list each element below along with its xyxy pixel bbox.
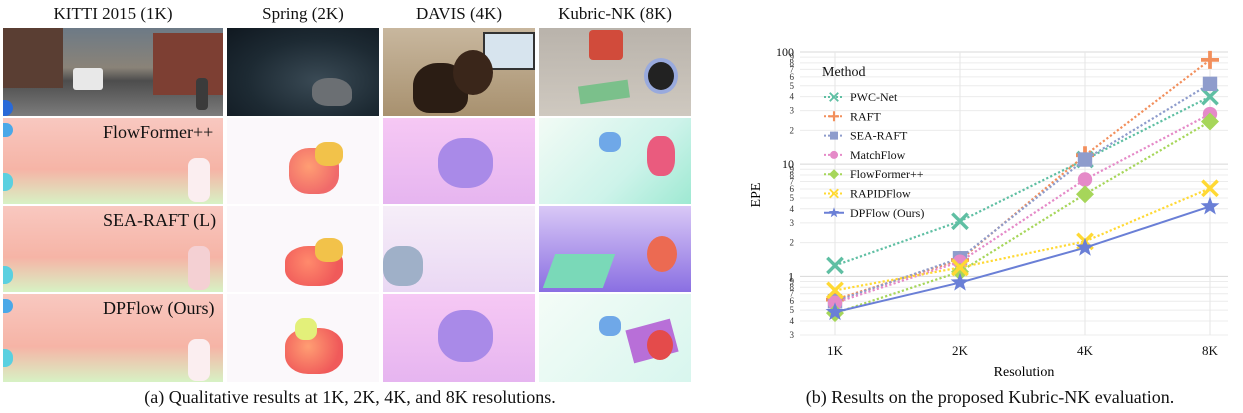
x-tick-label: 1K bbox=[827, 343, 844, 358]
data-point-rapidflow bbox=[826, 281, 844, 300]
searaft-kitti-flow bbox=[3, 206, 223, 292]
data-point-rapidflow bbox=[951, 258, 969, 277]
legend-marker-dpflow-ours bbox=[828, 207, 840, 218]
data-point-matchflow bbox=[1077, 172, 1093, 187]
chart-legend: Method PWC-Net RAFT SEA-RAFT MatchFlow FlowFo… bbox=[822, 65, 924, 220]
x-tick-label: 2K bbox=[952, 343, 969, 358]
davis-input-image bbox=[383, 28, 535, 116]
searaft-kubric-flow bbox=[539, 206, 691, 292]
row-label-flowformer: FlowFormer++ bbox=[103, 122, 214, 142]
y-tick-label-minor: 9 bbox=[790, 52, 795, 62]
data-point-sea-raft bbox=[1202, 76, 1218, 92]
y-tick-label-major: 100 bbox=[776, 45, 794, 59]
data-point-flowformer bbox=[1076, 185, 1094, 204]
y-tick-label-minor: 8 bbox=[790, 282, 795, 292]
data-point-dpflow-ours bbox=[950, 272, 970, 291]
y-tick-label-minor: 4 bbox=[790, 204, 795, 214]
data-point-dpflow-ours bbox=[1075, 237, 1095, 256]
dpflow-davis-flow bbox=[383, 294, 535, 382]
dpflow-spring-flow bbox=[227, 294, 379, 382]
legend-label-pwc-net: PWC-Net bbox=[850, 90, 898, 104]
y-tick-label-major: 1 bbox=[788, 269, 794, 283]
flowformer-kitti-flow bbox=[3, 118, 223, 204]
y-tick-label-minor: 2 bbox=[790, 238, 795, 248]
y-tick-label-minor: 3 bbox=[790, 218, 795, 228]
data-point-pwc-net bbox=[1201, 87, 1219, 106]
x-axis-label: Resolution bbox=[994, 365, 1055, 380]
kubric-input-image bbox=[539, 28, 691, 116]
column-header-kubric: Kubric-NK (8K) bbox=[558, 4, 672, 23]
y-tick-label-minor: 2 bbox=[790, 125, 795, 135]
chart-grid bbox=[800, 51, 1228, 336]
x-tick-label: 8K bbox=[1202, 343, 1219, 358]
legend-marker-raft bbox=[829, 111, 839, 122]
legend-label-flowformer: FlowFormer++ bbox=[850, 167, 924, 181]
y-tick-label-minor: 7 bbox=[790, 64, 795, 74]
data-point-flowformer bbox=[1201, 112, 1219, 131]
column-header-kitti: KITTI 2015 (1K) bbox=[53, 4, 173, 23]
data-point-dpflow-ours bbox=[825, 302, 845, 321]
column-header-spring: Spring (2K) bbox=[262, 4, 344, 23]
legend-title: Method bbox=[822, 65, 866, 80]
y-tick-label-minor: 4 bbox=[790, 316, 795, 326]
data-point-sea-raft bbox=[1077, 152, 1093, 167]
legend-marker-rapidflow bbox=[829, 188, 839, 199]
series-line-pwc-net bbox=[834, 95, 1211, 267]
caption-a: (a) Qualitative results at 1K, 2K, 4K, a… bbox=[144, 387, 556, 407]
searaft-spring-flow bbox=[227, 206, 379, 292]
column-header-davis: DAVIS (4K) bbox=[415, 4, 503, 23]
y-tick-label-minor: 7 bbox=[790, 289, 795, 299]
spring-input-image bbox=[227, 28, 379, 116]
y-tick-label-minor: 3 bbox=[790, 106, 795, 116]
data-point-dpflow-ours bbox=[1200, 196, 1220, 215]
x-axis-ticks: 1K 2K 4K 8K bbox=[827, 343, 1219, 358]
flowformer-spring-flow bbox=[227, 118, 379, 204]
legend-label-dpflow-ours: DPFlow (Ours) bbox=[850, 206, 924, 220]
y-tick-label-minor: 5 bbox=[790, 305, 795, 315]
y-axis-label: EPE bbox=[749, 183, 764, 208]
legend-label-sea-raft: SEA-RAFT bbox=[850, 129, 908, 143]
y-tick-label-minor: 6 bbox=[790, 72, 795, 82]
y-tick-label-minor: 5 bbox=[790, 193, 795, 203]
x-tick-label: 4K bbox=[1077, 343, 1094, 358]
dpflow-kubric-flow bbox=[539, 294, 691, 382]
series-line-dpflow-ours bbox=[834, 205, 1211, 314]
series-line-rapidflow bbox=[834, 187, 1211, 292]
searaft-davis-flow bbox=[383, 206, 535, 292]
legend-label-rapidflow: RAPIDFlow bbox=[850, 187, 911, 201]
legend-marker-flowformer bbox=[829, 169, 839, 180]
y-tick-label-minor: 7 bbox=[790, 177, 795, 187]
data-point-flowformer bbox=[951, 262, 969, 281]
data-point-rapidflow bbox=[1201, 179, 1219, 198]
legend-label-matchflow: MatchFlow bbox=[850, 148, 906, 162]
y-tick-label-minor: 6 bbox=[790, 184, 795, 194]
legend-marker-sea-raft bbox=[830, 131, 838, 140]
row-label-dpflow: DPFlow (Ours) bbox=[103, 298, 215, 318]
flowformer-davis-flow bbox=[383, 118, 535, 204]
dpflow-kitti-flow bbox=[3, 294, 223, 382]
y-tick-label-minor: 3 bbox=[790, 330, 795, 340]
caption-b: (b) Results on the proposed Kubric-NK ev… bbox=[805, 387, 1175, 407]
y-tick-label-minor: 9 bbox=[790, 276, 795, 286]
y-tick-label-minor: 5 bbox=[790, 81, 795, 91]
y-tick-label-minor: 8 bbox=[790, 170, 795, 180]
legend-marker-pwc-net bbox=[829, 92, 839, 102]
row-label-searaft: SEA-RAFT (L) bbox=[103, 210, 217, 230]
y-tick-label-minor: 4 bbox=[790, 92, 795, 102]
legend-marker-matchflow bbox=[830, 150, 838, 159]
flowformer-kubric-flow bbox=[539, 118, 691, 204]
kitti-input-image bbox=[3, 28, 223, 116]
data-point-pwc-net bbox=[951, 212, 969, 231]
y-tick-label-minor: 6 bbox=[790, 296, 795, 306]
data-point-raft bbox=[1201, 50, 1219, 69]
data-point-pwc-net bbox=[826, 256, 844, 275]
y-tick-label-major: 10 bbox=[782, 157, 794, 171]
chart-series bbox=[825, 50, 1220, 323]
legend-label-raft: RAFT bbox=[850, 109, 881, 123]
y-tick-label-minor: 8 bbox=[790, 58, 795, 68]
y-tick-label-minor: 9 bbox=[790, 164, 795, 174]
